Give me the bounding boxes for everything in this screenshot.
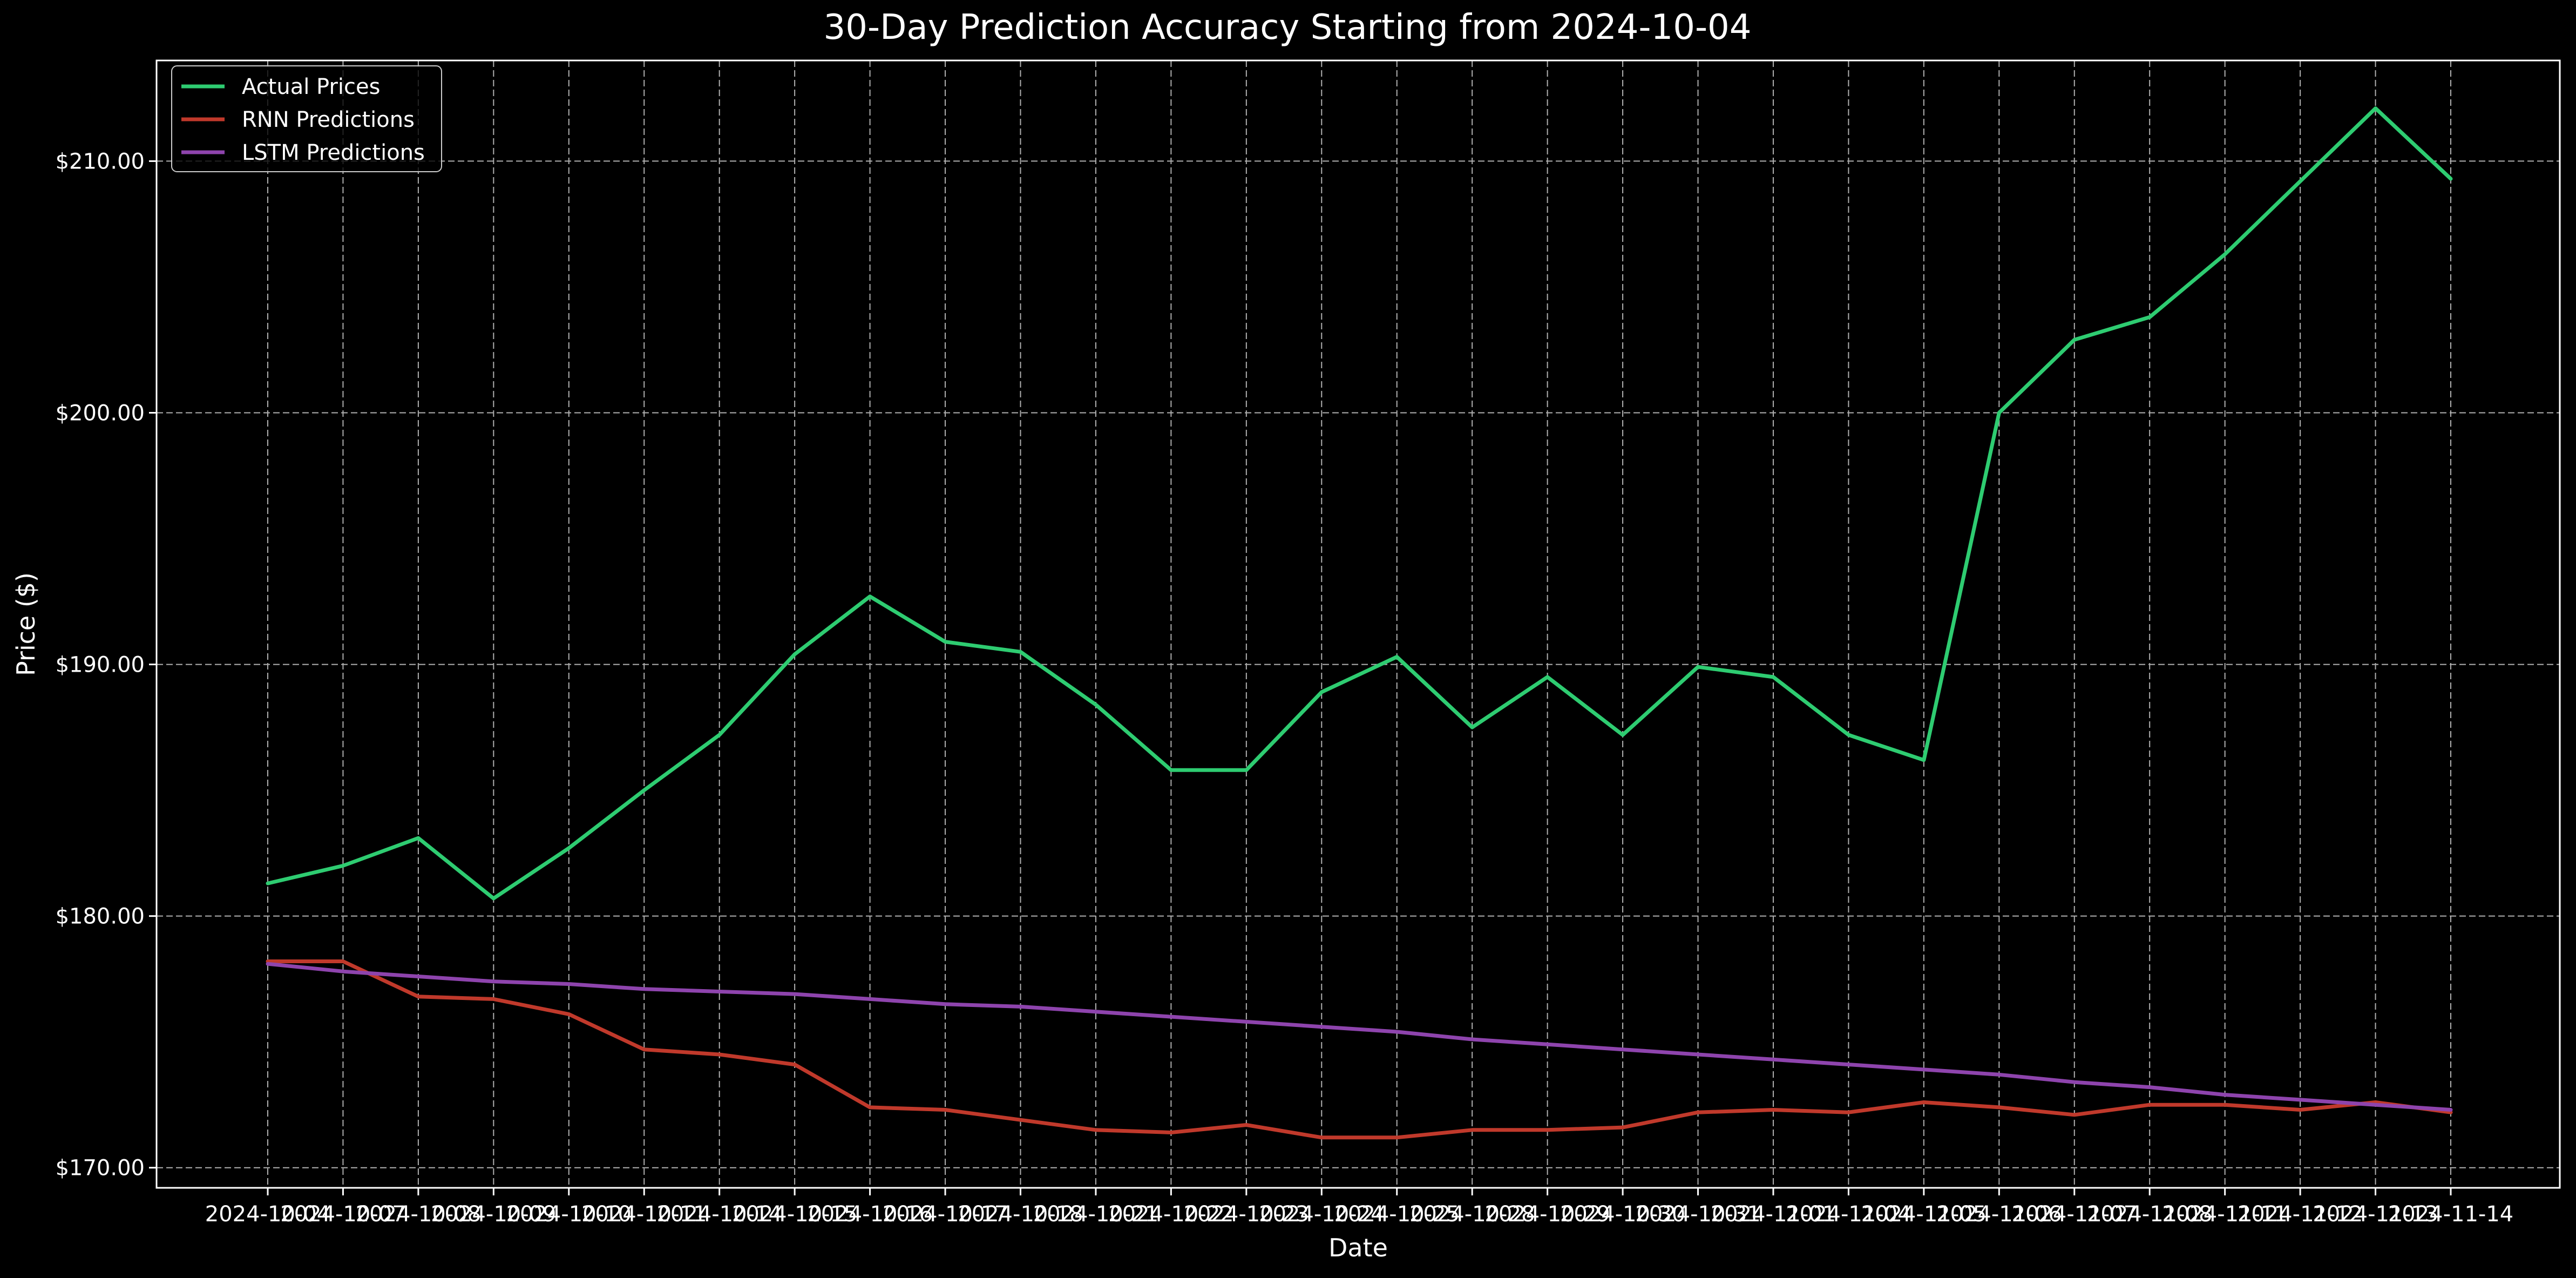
x-tick-label: 2024-10-31 — [1635, 1202, 1760, 1227]
x-tick-label: 2024-11-11 — [2162, 1202, 2287, 1227]
x-tick-label: 2024-10-15 — [732, 1202, 857, 1227]
x-tick-label: 2024-11-13 — [2313, 1202, 2438, 1227]
y-tick-label: $170.00 — [56, 1156, 145, 1181]
x-tick-label: 2024-10-04 — [205, 1202, 330, 1227]
x-axis-label: Date — [1328, 1233, 1388, 1262]
x-tick-label: 2024-10-25 — [1334, 1202, 1459, 1227]
y-axis: $170.00 $180.00 $190.00 $200.00 $210.00 — [56, 149, 157, 1181]
y-tick-label: $200.00 — [56, 401, 145, 426]
x-tick-label: 2024-11-01 — [1711, 1202, 1836, 1227]
x-tick-label: 2024-11-14 — [2388, 1202, 2513, 1227]
legend-box — [171, 65, 442, 172]
chart-title: 30-Day Prediction Accuracy Starting from… — [824, 8, 1752, 48]
legend: Actual Prices RNN Predictions LSTM Predict… — [171, 65, 442, 172]
x-tick-label: 2024-10-08 — [356, 1202, 481, 1227]
plot-area-frame — [155, 59, 2561, 1189]
series-layer — [266, 106, 2453, 1140]
x-tick-label: 2024-11-12 — [2238, 1202, 2363, 1227]
x-tick-label: 2024-10-17 — [883, 1202, 1008, 1227]
x-tick-label: 2024-10-29 — [1484, 1202, 1610, 1227]
x-tick-label: 2024-10-30 — [1560, 1202, 1685, 1227]
y-axis-label: Price ($) — [11, 572, 40, 676]
x-tick-label: 2024-10-18 — [958, 1202, 1083, 1227]
x-tick-label: 2024-10-07 — [280, 1202, 405, 1227]
x-tick-label: 2024-10-23 — [1184, 1202, 1309, 1227]
y-tick-label: $190.00 — [56, 653, 145, 678]
y-tick-label: $210.00 — [56, 149, 145, 174]
x-tick-label: 2024-11-08 — [2087, 1202, 2212, 1227]
x-tick-label: 2024-10-28 — [1409, 1202, 1535, 1227]
x-axis: 2024-10-042024-10-072024-10-082024-10-09… — [205, 1188, 2513, 1227]
x-tick-label: 2024-10-22 — [1108, 1202, 1233, 1227]
legend-label-lstm-predictions: LSTM Predictions — [242, 140, 425, 165]
x-tick-label: 2024-11-06 — [1936, 1202, 2062, 1227]
series-line-lstm-predictions — [266, 962, 2453, 1112]
legend-label-actual-prices: Actual Prices — [242, 75, 380, 99]
x-tick-label: 2024-10-09 — [431, 1202, 556, 1227]
legend-label-rnn-predictions: RNN Predictions — [242, 107, 415, 132]
x-tick-label: 2024-11-05 — [1861, 1202, 1987, 1227]
series-line-actual-prices — [266, 106, 2453, 901]
y-tick-label: $180.00 — [56, 904, 145, 929]
x-tick-label: 2024-11-04 — [1786, 1202, 1911, 1227]
x-tick-label: 2024-10-16 — [807, 1202, 932, 1227]
x-tick-label: 2024-10-11 — [581, 1202, 707, 1227]
x-tick-label: 2024-11-07 — [2012, 1202, 2137, 1227]
grid — [157, 60, 2560, 1188]
x-tick-label: 2024-10-21 — [1033, 1202, 1158, 1227]
x-tick-label: 2024-10-10 — [506, 1202, 632, 1227]
x-tick-label: 2024-10-24 — [1259, 1202, 1384, 1227]
x-tick-label: 2024-10-14 — [656, 1202, 782, 1227]
series-line-rnn-predictions — [266, 959, 2453, 1140]
